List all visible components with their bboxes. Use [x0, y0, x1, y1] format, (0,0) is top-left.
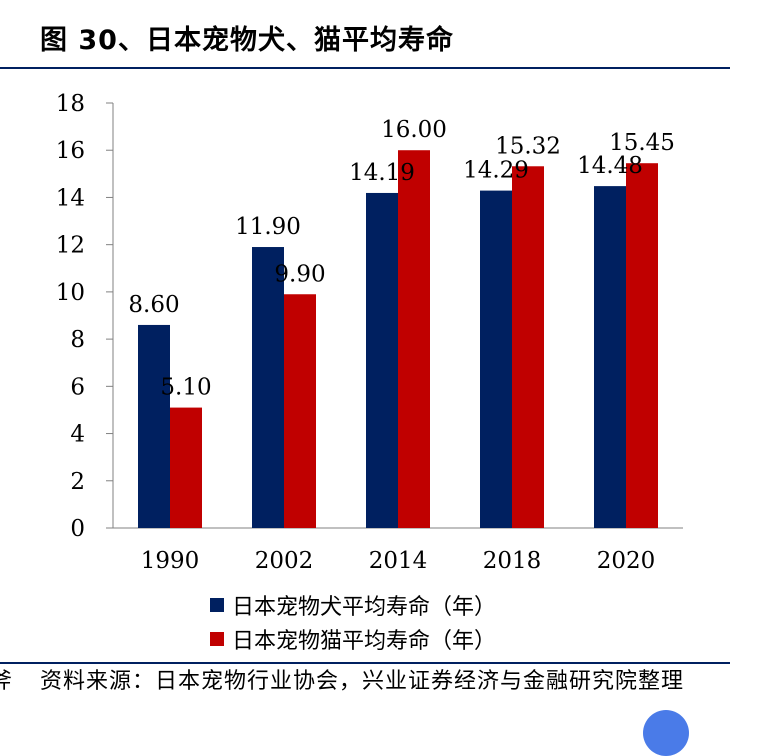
y-tick-label: 16 — [56, 138, 85, 164]
bottom-rule — [0, 662, 730, 664]
data-label: 16.00 — [381, 117, 447, 143]
x-tick-label: 2018 — [483, 548, 542, 574]
y-tick-label: 18 — [56, 91, 85, 117]
bar-cat — [398, 150, 430, 528]
floating-action-button[interactable] — [643, 710, 689, 756]
y-tick-label: 0 — [70, 516, 85, 542]
bar-dog — [366, 192, 398, 528]
bar-cat — [170, 407, 202, 528]
legend-label-dog: 日本宠物犬平均寿命（年） — [232, 595, 497, 620]
data-label: 14.48 — [577, 153, 643, 179]
legend-item-cat: 日本宠物猫平均寿命（年） — [210, 622, 496, 656]
y-tick-label: 10 — [56, 280, 85, 306]
data-label: 8.60 — [128, 292, 179, 318]
x-tick-label: 2002 — [255, 548, 314, 574]
bar-dog — [480, 190, 512, 528]
y-axis: 0 2 4 6 8 10 12 14 16 18 — [56, 91, 114, 542]
legend-item-dog: 日本宠物犬平均寿命（年） — [210, 588, 496, 622]
bar-cat — [284, 294, 316, 528]
x-tick-label: 1990 — [141, 548, 200, 574]
y-tick-label: 8 — [70, 327, 85, 353]
data-label: 15.32 — [495, 133, 561, 159]
bar-dog — [138, 324, 170, 528]
top-rule — [0, 67, 730, 69]
y-tick-label: 6 — [70, 374, 85, 400]
x-tick-label: 2020 — [597, 548, 656, 574]
y-tick-label: 14 — [56, 185, 85, 211]
bar-chart: 0 2 4 6 8 10 12 14 16 18 1990 2002 2014 2018 2020 8.6… — [56, 91, 683, 574]
bar-dog — [252, 247, 284, 528]
legend-label-cat: 日本宠物猫平均寿命（年） — [232, 629, 497, 654]
cut-off-glyph: 斧 — [0, 669, 13, 694]
data-label: 5.10 — [160, 375, 211, 401]
source-note: 资料来源：日本宠物行业协会，兴业证券经济与金融研究院整理 — [40, 669, 685, 694]
data-label: 14.29 — [463, 158, 529, 184]
bar-cat — [512, 166, 544, 528]
data-label: 9.90 — [274, 261, 325, 287]
legend: 日本宠物犬平均寿命（年） 日本宠物猫平均寿命（年） — [210, 588, 496, 656]
data-label: 15.45 — [609, 130, 675, 156]
bar-dog — [594, 186, 626, 528]
legend-swatch-cat — [210, 632, 224, 646]
bars — [138, 150, 658, 528]
y-tick-label: 2 — [70, 469, 85, 495]
x-axis: 1990 2002 2014 2018 2020 — [113, 527, 683, 574]
figure-title: 图 30、日本宠物犬、猫平均寿命 — [40, 25, 454, 56]
x-tick-label: 2014 — [369, 548, 428, 574]
data-label: 11.90 — [235, 214, 301, 240]
y-tick-label: 12 — [56, 233, 85, 259]
y-tick-label: 4 — [70, 422, 85, 448]
bar-cat — [626, 163, 658, 528]
data-label: 14.19 — [349, 160, 415, 186]
legend-swatch-dog — [210, 598, 224, 612]
